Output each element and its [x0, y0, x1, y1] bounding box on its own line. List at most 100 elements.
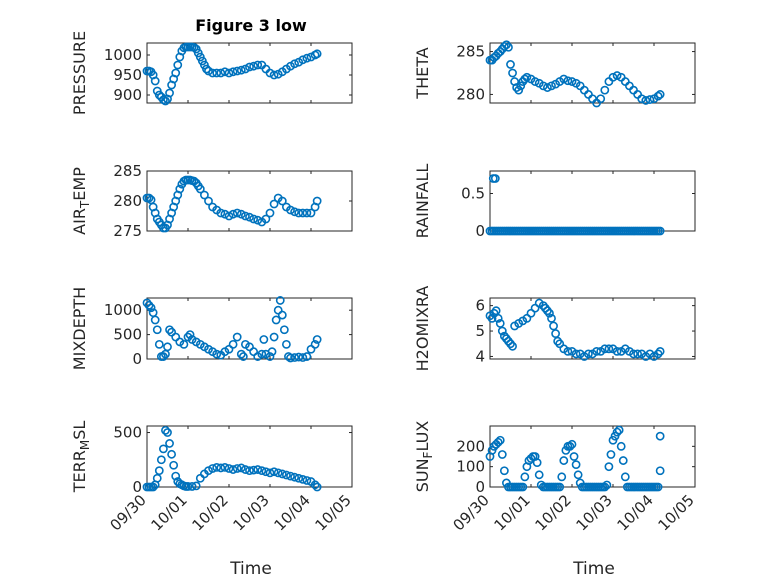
data-point: [224, 211, 234, 221]
y-tick-label: 1000: [104, 301, 142, 319]
y-tick-label: 0: [475, 222, 485, 240]
data-point: [220, 67, 230, 77]
data-point: [655, 346, 665, 356]
data-point: [228, 67, 238, 77]
data-point: [522, 72, 532, 82]
data-point: [559, 456, 569, 465]
y-tick-label: 500: [113, 424, 142, 442]
y-axis-label: THETA: [413, 47, 432, 99]
data-point: [545, 308, 554, 318]
x-tick-label: 10/05: [312, 491, 355, 534]
data-point: [183, 482, 193, 491]
data-point: [265, 208, 275, 218]
data-point: [249, 214, 258, 224]
data-point: [245, 466, 254, 476]
data-point: [271, 315, 281, 325]
data-point: [606, 450, 616, 459]
data-point: [154, 466, 164, 476]
axis-box: [146, 297, 353, 360]
data-point: [534, 470, 544, 480]
data-point: [220, 209, 230, 219]
data-point: [294, 208, 304, 218]
data-point: [152, 473, 162, 483]
data-point: [236, 209, 246, 219]
data-point: [189, 43, 199, 52]
data-point: [284, 352, 293, 361]
y-tick-label: 1000: [104, 46, 142, 64]
y-tick-label: 0: [132, 478, 142, 496]
data-point: [563, 346, 573, 356]
x-tick-label: 10/01: [491, 491, 534, 534]
y-tick-label: 950: [113, 66, 142, 84]
data-point: [163, 342, 172, 352]
data-point: [191, 481, 201, 491]
figure-title: Figure 3 low: [195, 16, 307, 35]
data-point: [504, 42, 513, 52]
data-point: [614, 425, 624, 435]
data-point: [199, 190, 209, 200]
data-point: [499, 466, 509, 476]
data-point: [202, 64, 211, 74]
data-point: [653, 91, 663, 101]
data-point: [165, 88, 174, 98]
data-point: [171, 471, 181, 481]
data-point: [620, 472, 630, 482]
y-tick-label: 285: [113, 162, 142, 180]
data-point: [275, 296, 285, 305]
data-point: [212, 68, 222, 78]
data-point: [551, 329, 560, 338]
data-point: [158, 352, 168, 361]
y-tick-label: 280: [113, 192, 142, 210]
data-point: [290, 353, 299, 362]
data-point: [161, 96, 170, 106]
data-point: [236, 463, 246, 473]
data-point: [600, 344, 610, 354]
data-point: [232, 332, 242, 342]
data-point: [245, 62, 254, 72]
data-point: [167, 449, 176, 459]
y-tick-label: 280: [456, 85, 485, 103]
data-point: [269, 70, 279, 80]
data-point: [161, 425, 170, 435]
panel-rainfall: 0 0.5 RAINFALL: [413, 164, 696, 240]
data-point: [187, 482, 197, 491]
data-point: [520, 472, 530, 482]
data-point: [302, 352, 312, 361]
data-point: [224, 68, 234, 78]
y-axis-label: PRESSURE: [70, 31, 89, 115]
data-point: [269, 332, 279, 342]
data-point: [584, 349, 593, 359]
data-point: [559, 74, 569, 84]
x-tick-label: 10/04: [614, 491, 657, 534]
data-point: [655, 90, 665, 99]
data-point: [616, 441, 626, 451]
data-point: [286, 205, 295, 215]
data-point: [216, 463, 226, 473]
data-point: [602, 480, 612, 490]
data-point: [490, 174, 500, 183]
data-point: [604, 344, 614, 354]
data-point: [277, 469, 287, 479]
data-point: [497, 326, 507, 336]
data-point: [204, 66, 213, 76]
data-point: [185, 330, 195, 339]
axis-box: [489, 170, 696, 232]
panel-air-temp: 275 280 285 AIRTEMP: [70, 162, 353, 240]
data-point: [156, 455, 166, 465]
data-point: [240, 211, 250, 221]
data-point: [165, 325, 174, 335]
data-point: [146, 303, 156, 313]
data-point: [236, 349, 246, 359]
data-point: [543, 83, 552, 92]
data-point: [612, 427, 622, 437]
data-point: [532, 458, 542, 467]
y-tick-label: 0: [132, 350, 142, 368]
data-point: [298, 55, 308, 65]
x-tick-label: 10/03: [573, 491, 616, 534]
data-point: [294, 352, 304, 362]
x-tick-label: 09/30: [107, 491, 150, 534]
x-tick-label: 10/01: [148, 491, 191, 534]
data-point: [228, 465, 238, 474]
data-point: [563, 76, 573, 86]
y-tick-label: 0: [475, 478, 485, 496]
